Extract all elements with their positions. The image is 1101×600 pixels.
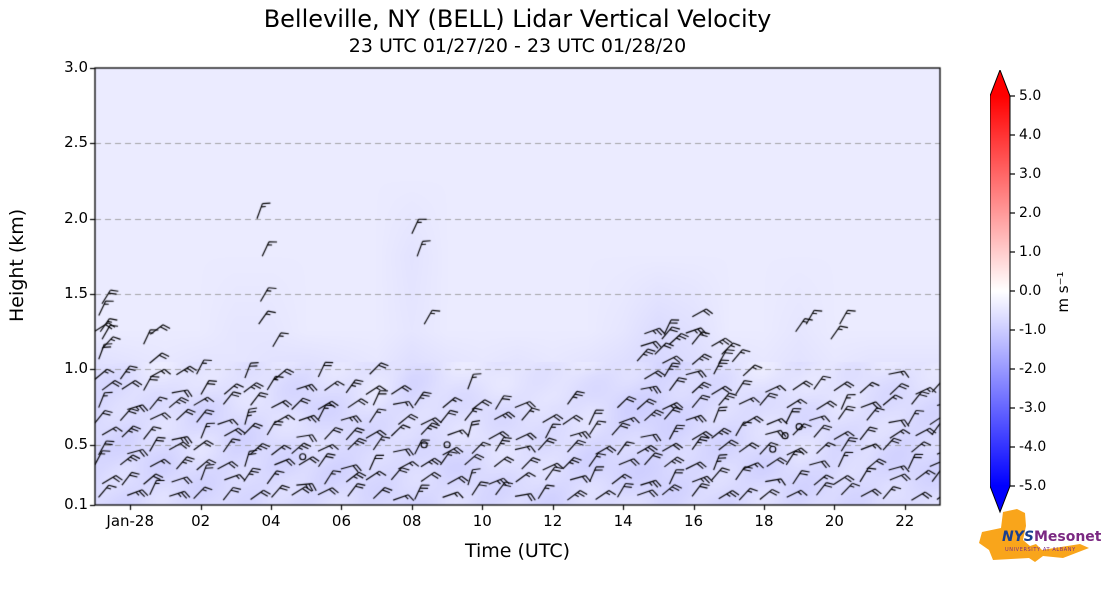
logo-university-text: UNIVERSITY AT ALBANY [1005,547,1076,553]
x-tick-label: 20 [824,512,844,530]
colorbar-gradient-arrow [990,70,1011,514]
y-axis-label: Height (km) [6,208,28,322]
chart-subtitle: 23 UTC 01/27/20 - 23 UTC 01/28/20 [348,35,687,57]
colorbar [990,70,1015,514]
x-axis-label: Time (UTC) [464,540,571,562]
x-tick-label: 14 [613,512,633,530]
y-tick-label: 2.0 [64,208,88,227]
y-tick-label: 3.0 [64,58,88,76]
x-tick-label: 08 [402,512,422,530]
y-tick-label: 2.5 [64,133,88,152]
x-tick-label: 22 [895,512,915,530]
colorbar-tick-label: -1.0 [1019,322,1047,338]
x-tick-label: 10 [472,512,492,530]
logo-wordmark: NYSMesonet [1002,529,1101,545]
colorbar-tick-label: 0.0 [1019,283,1042,299]
x-tick-label: 04 [261,512,281,530]
x-tick-label: 18 [754,512,774,530]
chart-title: Belleville, NY (BELL) Lidar Vertical Vel… [263,5,772,33]
colorbar-tick-label: -2.0 [1019,361,1047,377]
colorbar-tick-label: 1.0 [1019,244,1042,260]
x-tick-label: 02 [191,512,211,530]
colorbar-tick-label: 3.0 [1019,166,1042,182]
colorbar-tick-label: -4.0 [1019,439,1047,455]
colorbar-tick-label: -3.0 [1019,400,1047,416]
logo-mesonet-text: Mesonet [1033,529,1101,545]
x-tick-label: 12 [543,512,563,530]
ny-state-shape [979,509,1089,562]
colorbar-tick-label: 4.0 [1019,127,1042,143]
y-tick-label: 0.1 [64,495,88,513]
colorbar-tick-label: 5.0 [1019,88,1042,104]
logo-nys-text: NYS [1002,529,1034,545]
y-tick-label: 0.5 [64,434,88,453]
y-tick-label: 1.5 [64,284,88,303]
colorbar-tick-label: 2.0 [1019,205,1042,221]
y-tick-label: 1.0 [64,359,88,378]
x-tick-label: 16 [683,512,704,530]
colorbar-tick-marks [1010,95,1015,487]
x-tick-label: 06 [331,512,351,530]
nys-mesonet-logo: NYSMesonet UNIVERSITY AT ALBANY [972,505,1101,585]
x-tick-label: Jan-28 [106,512,155,530]
colorbar-tick-label: -5.0 [1019,478,1047,494]
ny-state-icon [979,509,1089,562]
